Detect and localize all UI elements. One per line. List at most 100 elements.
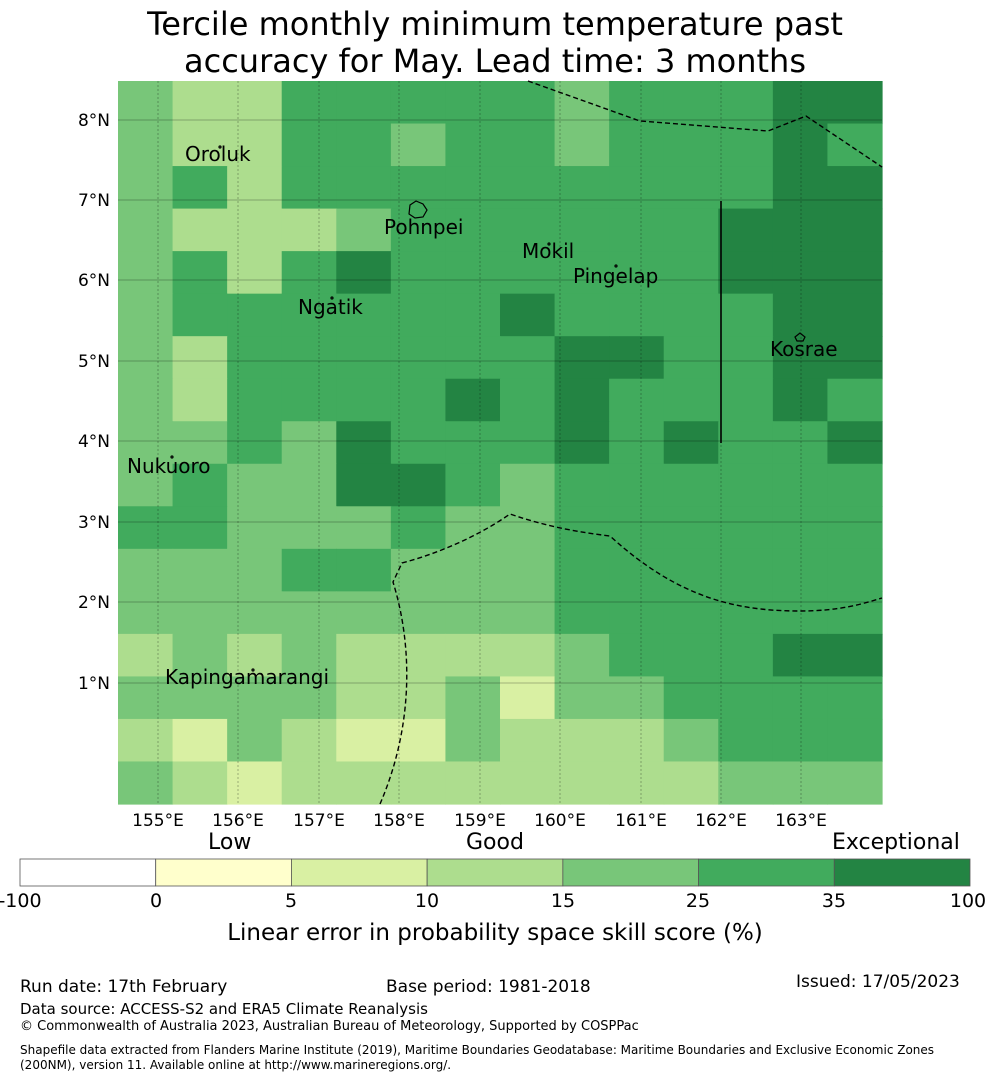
- grid-cell: [663, 548, 719, 592]
- grid-cell: [554, 506, 610, 550]
- colorbar-label-good: Good: [466, 830, 524, 855]
- grid-cell: [281, 761, 337, 805]
- grid-cell: [500, 591, 556, 635]
- grid-cell: [281, 591, 337, 635]
- grid-cell: [772, 676, 829, 720]
- grid-cell: [772, 251, 829, 295]
- grid-cell: [663, 336, 719, 380]
- grid-cell: [609, 378, 665, 422]
- colorbar-tick: 10: [414, 890, 440, 912]
- lon-label: 162°E: [695, 811, 747, 831]
- grid-cell: [281, 336, 337, 380]
- grid-cell: [172, 166, 228, 210]
- grid-cell: [500, 293, 556, 337]
- grid-cell: [718, 421, 774, 465]
- grid-cell: [227, 336, 283, 380]
- grid-cell: [390, 251, 447, 295]
- grid-cell: [772, 548, 829, 592]
- grid-cell: [336, 251, 392, 295]
- grid-cell: [718, 81, 774, 125]
- grid-cell: [772, 166, 829, 210]
- grid-cell: [500, 336, 556, 380]
- grid-cell: [172, 293, 228, 337]
- grid-cell: [172, 336, 228, 380]
- place-label-nukuoro: Nukuoro: [127, 454, 211, 478]
- grid-cell: [227, 251, 283, 295]
- grid-cell: [336, 123, 392, 167]
- grid-cell: [663, 506, 719, 550]
- grid-cell: [336, 166, 392, 210]
- grid-cell: [663, 633, 719, 678]
- lon-label: 155°E: [132, 811, 184, 831]
- grid-cell: [336, 421, 392, 465]
- grid-cell: [663, 718, 719, 763]
- grid-cell: [827, 633, 883, 678]
- grid-cell: [445, 676, 501, 720]
- grid-cell: [663, 208, 719, 252]
- grid-cell: [445, 251, 501, 295]
- grid-cell: [554, 336, 610, 380]
- grid-cell: [827, 591, 883, 635]
- grid-cell: [281, 463, 337, 507]
- lon-label: 159°E: [454, 811, 506, 831]
- grid-cell: [445, 506, 501, 550]
- issued-date: Issued: 17/05/2023: [796, 972, 960, 992]
- colorbar-tick: -100: [0, 890, 42, 912]
- grid-cell: [772, 761, 829, 805]
- grid-cell: [336, 463, 392, 507]
- grid-cell: [718, 548, 774, 592]
- grid-cell: [554, 251, 610, 295]
- grid-cell: [609, 81, 665, 125]
- grid-cell: [445, 123, 501, 167]
- grid-cell: [609, 251, 665, 295]
- grid-cell: [336, 506, 392, 550]
- grid-cell: [227, 208, 283, 252]
- grid-cell: [227, 293, 283, 337]
- grid-cell: [172, 208, 228, 252]
- colorbar-label-exceptional: Exceptional: [832, 830, 960, 855]
- grid-cell: [772, 421, 829, 465]
- grid-cell: [609, 208, 665, 252]
- grid-cell: [718, 208, 774, 252]
- base-period: Base period: 1981-2018: [386, 977, 591, 997]
- grid-cell: [827, 421, 883, 465]
- grid-cell: [172, 506, 228, 550]
- grid-cell: [445, 421, 501, 465]
- grid-cell: [609, 633, 665, 678]
- grid-cell: [172, 378, 228, 422]
- grid-cell: [118, 463, 174, 507]
- grid-cell: [554, 676, 610, 720]
- skill-map: Oroluk Pohnpei Mokil Pingelap Ngatik Kos…: [78, 80, 883, 831]
- lat-label: 8°N: [78, 111, 110, 131]
- skill-grid: [118, 81, 883, 805]
- lat-label: 6°N: [78, 271, 110, 291]
- grid-cell: [554, 463, 610, 507]
- eez-boundaries: [379, 80, 883, 805]
- grid-cell: [281, 123, 337, 167]
- grid-cell: [336, 676, 392, 720]
- grid-cell: [500, 718, 556, 763]
- grid-cell: [609, 718, 665, 763]
- grid-cell: [281, 548, 337, 592]
- eez-boundary-south: [379, 513, 883, 805]
- colorbar-swatch: [698, 858, 835, 887]
- grid-cell: [118, 378, 174, 422]
- grid-cell: [390, 463, 447, 507]
- lon-label: 160°E: [534, 811, 586, 831]
- grid-cell: [281, 506, 337, 550]
- grid-cell: [663, 81, 719, 125]
- grid-cell: [118, 166, 174, 210]
- grid-cell: [445, 166, 501, 210]
- grid-cell: [227, 548, 283, 592]
- colorbar-tick: 100: [949, 890, 987, 912]
- mokil-atoll: [547, 242, 551, 246]
- grid-cell: [336, 81, 392, 125]
- colorbar-tick: 35: [821, 890, 847, 912]
- grid-cell: [118, 336, 174, 380]
- colorbar-tick: 0: [149, 890, 163, 912]
- grid-cell: [554, 421, 610, 465]
- grid-cell: [609, 548, 665, 592]
- grid-cell: [390, 633, 447, 678]
- oroluk-atoll: [218, 145, 222, 149]
- grid-cell: [663, 378, 719, 422]
